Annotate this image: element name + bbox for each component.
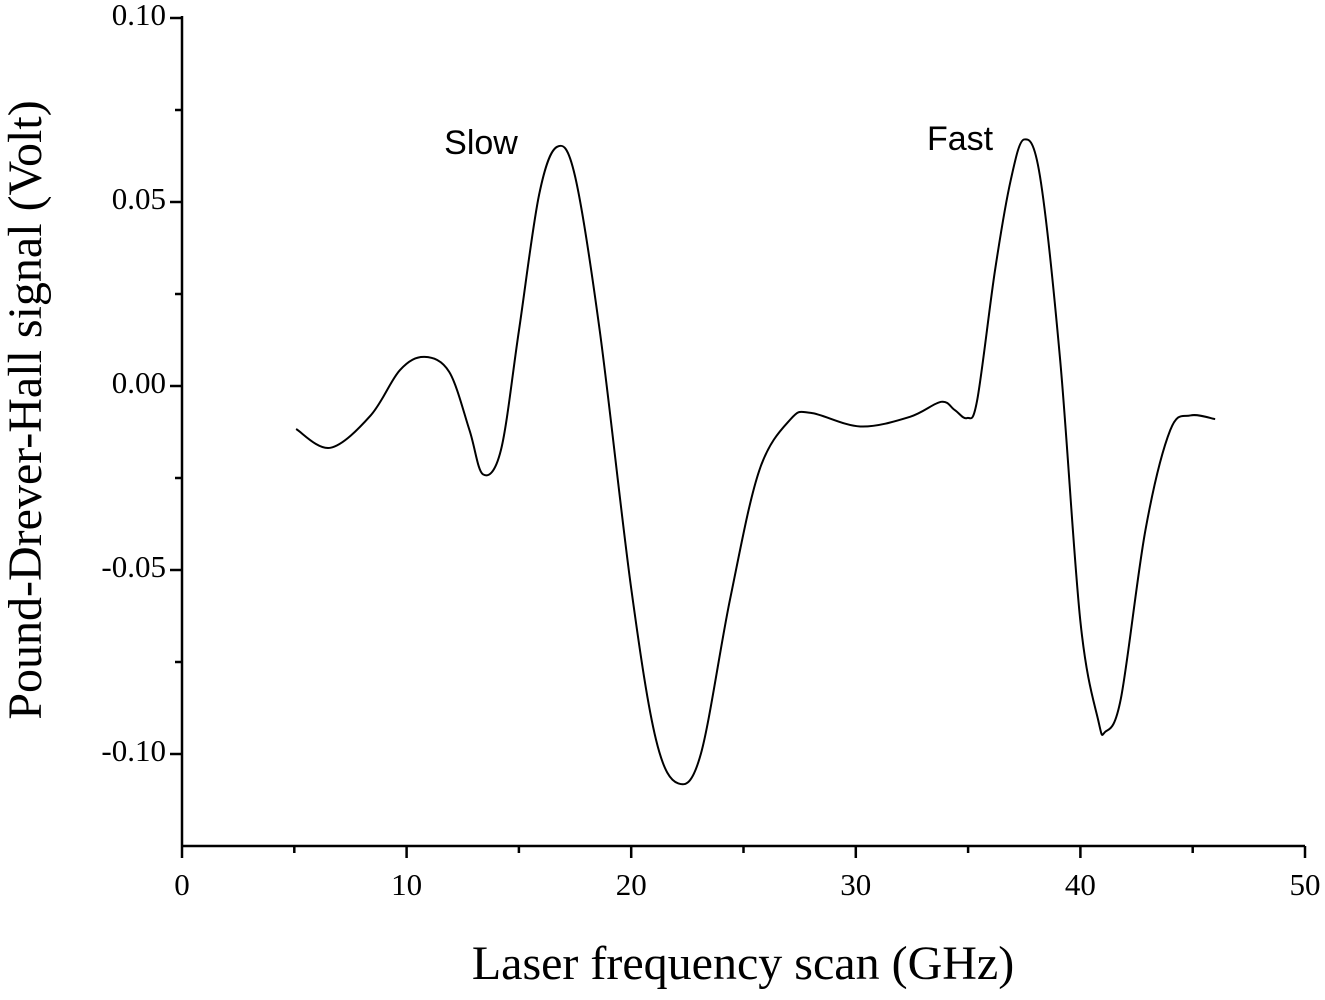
- y-tick-label: -0.10: [101, 733, 166, 768]
- y-tick-label: 0.05: [112, 181, 166, 216]
- annotation: Fast: [927, 120, 994, 158]
- y-tick-label: 0.10: [112, 0, 166, 32]
- y-tick-label: -0.05: [101, 549, 166, 584]
- x-tick-label: 40: [1065, 867, 1096, 902]
- data-line: [295, 138, 1216, 786]
- x-tick-label: 30: [840, 867, 871, 902]
- y-axis-title: Pound-Drever-Hall signal (Volt): [0, 100, 52, 719]
- x-tick-label: 10: [391, 867, 422, 902]
- x-tick-label: 0: [174, 867, 190, 902]
- x-tick-label: 50: [1290, 867, 1321, 902]
- x-axis-title: Laser frequency scan (GHz): [472, 937, 1014, 990]
- x-tick-label: 20: [616, 867, 647, 902]
- annotation: Slow: [444, 124, 518, 162]
- y-tick-label: 0.00: [112, 365, 166, 400]
